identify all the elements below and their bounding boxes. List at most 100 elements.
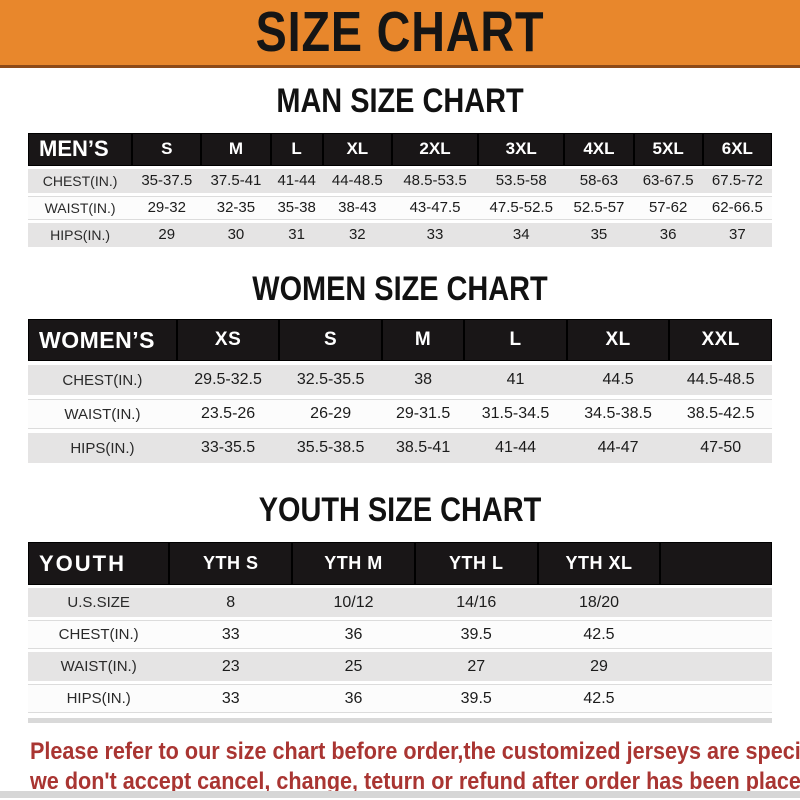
table-row: CHEST(IN.) 33 36 39.5 42.5 — [28, 620, 772, 650]
value-cell: 62-66.5 — [702, 195, 772, 220]
column-header-cell: S — [132, 132, 202, 166]
row-label-cell: HIPS(IN.) — [28, 222, 133, 247]
value-cell: 42.5 — [537, 620, 661, 650]
value-cell: 47-50 — [669, 433, 772, 464]
column-header-cell: M — [381, 319, 465, 362]
value-cell: 8 — [169, 588, 293, 618]
women-table-wrap: WOMEN’S XS S M L XL XXL CHEST(IN.) 29.5-32.5 32.5… — [0, 315, 800, 467]
value-cell: 32-35 — [201, 195, 271, 220]
value-cell: 37 — [702, 222, 772, 247]
youth-size-table: YOUTH YTH S YTH M YTH L YTH XL U.S.SIZE 8 10/12… — [28, 539, 772, 716]
value-cell: 34 — [478, 222, 565, 247]
men-size-table: MEN’S S M L XL 2XL 3XL 4XL 5XL 6XL CHEST(IN.) 35-37… — [28, 130, 772, 250]
column-header-cell: 6XL — [702, 132, 772, 166]
column-header-cell: S — [279, 319, 382, 362]
column-header-cell: 5XL — [633, 132, 703, 166]
table-header-row: YOUTH YTH S YTH M YTH L YTH XL — [28, 542, 772, 586]
value-cell: 35.5-38.5 — [279, 433, 382, 464]
value-cell: 41 — [464, 365, 567, 396]
footer-notice: Please refer to our size chart before or… — [30, 737, 800, 797]
value-cell: 35 — [564, 222, 634, 247]
value-cell: 39.5 — [414, 620, 538, 650]
filler-cell — [660, 652, 772, 682]
women-section-heading: WOMEN SIZE CHART — [252, 269, 548, 308]
column-header-cell: YTH L — [414, 542, 538, 586]
column-header-cell: 2XL — [391, 132, 479, 166]
row-label-cell: CHEST(IN.) — [28, 168, 133, 193]
table-header-row: MEN’S S M L XL 2XL 3XL 4XL 5XL 6XL — [28, 132, 772, 166]
table-row: U.S.SIZE 8 10/12 14/16 18/20 — [28, 588, 772, 618]
value-cell: 53.5-58 — [478, 168, 565, 193]
men-table-wrap: MEN’S S M L XL 2XL 3XL 4XL 5XL 6XL CHEST(IN.) 35-37… — [0, 130, 800, 250]
value-cell: 33 — [169, 684, 293, 714]
column-header-cell: XXL — [669, 319, 772, 362]
value-cell: 44.5 — [566, 365, 670, 396]
value-cell: 63-67.5 — [633, 168, 703, 193]
value-cell: 67.5-72 — [702, 168, 772, 193]
value-cell: 36 — [633, 222, 703, 247]
value-cell: 25 — [292, 652, 415, 682]
filler-cell — [660, 588, 772, 618]
youth-section: YOUTH SIZE CHART YOUTH YTH S YTH M YTH L YTH… — [0, 493, 800, 724]
value-cell: 33 — [391, 222, 479, 247]
column-header-cell: L — [270, 132, 323, 166]
value-cell: 30 — [201, 222, 271, 247]
column-header-cell: M — [201, 132, 271, 166]
value-cell: 42.5 — [537, 684, 661, 714]
value-cell: 38-43 — [322, 195, 392, 220]
value-cell: 37.5-41 — [201, 168, 271, 193]
value-cell: 58-63 — [564, 168, 634, 193]
value-cell: 48.5-53.5 — [391, 168, 479, 193]
table-row: CHEST(IN.) 35-37.5 37.5-41 41-44 44-48.5 48.5… — [28, 168, 772, 193]
value-cell: 36 — [292, 684, 415, 714]
value-cell: 33-35.5 — [176, 433, 280, 464]
table-header-row: WOMEN’S XS S M L XL XXL — [28, 319, 772, 362]
men-section-heading: MAN SIZE CHART — [276, 82, 524, 120]
bottom-strip — [0, 791, 800, 798]
value-cell: 44-47 — [566, 433, 670, 464]
value-cell: 31.5-34.5 — [464, 399, 567, 430]
filler-cell — [660, 684, 772, 714]
banner: SIZE CHART — [0, 0, 800, 68]
value-cell: 34.5-38.5 — [566, 399, 670, 430]
value-cell: 38.5-42.5 — [669, 399, 772, 430]
table-row: CHEST(IN.) 29.5-32.5 32.5-35.5 38 41 44.5 44.5… — [28, 365, 772, 396]
row-label-cell: HIPS(IN.) — [28, 684, 170, 714]
value-cell: 31 — [270, 222, 323, 247]
column-header-cell: 4XL — [564, 132, 634, 166]
value-cell: 44.5-48.5 — [669, 365, 772, 396]
header-filler-cell — [660, 542, 772, 586]
table-row: WAIST(IN.) 23.5-26 26-29 29-31.5 31.5-34.5 34… — [28, 399, 772, 430]
row-label-cell: WAIST(IN.) — [28, 399, 177, 430]
value-cell: 41-44 — [270, 168, 323, 193]
value-cell: 29.5-32.5 — [176, 365, 280, 396]
women-size-table: WOMEN’S XS S M L XL XXL CHEST(IN.) 29.5-32.5 32.5… — [28, 315, 772, 467]
table-row: HIPS(IN.) 29 30 31 32 33 34 35 36 37 — [28, 222, 772, 247]
column-header-cell: YTH XL — [537, 542, 661, 586]
row-label-cell: WAIST(IN.) — [28, 195, 133, 220]
table-row: HIPS(IN.) 33 36 39.5 42.5 — [28, 684, 772, 714]
table-row: WAIST(IN.) 29-32 32-35 35-38 38-43 43-47.5 47.… — [28, 195, 772, 220]
value-cell: 47.5-52.5 — [478, 195, 565, 220]
women-section: WOMEN SIZE CHART WOMEN’S XS S M L XL XXL CHEST(… — [0, 269, 800, 468]
table-title-cell: WOMEN’S — [28, 319, 177, 362]
value-cell: 29 — [537, 652, 661, 682]
value-cell: 57-62 — [633, 195, 703, 220]
notice-line-2: we don't accept cancel, change, teturn o… — [30, 768, 800, 796]
value-cell: 23.5-26 — [176, 399, 280, 430]
value-cell: 38 — [381, 365, 465, 396]
value-cell: 38.5-41 — [381, 433, 465, 464]
column-header-cell: YTH M — [292, 542, 415, 586]
banner-title: SIZE CHART — [255, 0, 545, 64]
value-cell: 14/16 — [414, 588, 538, 618]
value-cell: 32.5-35.5 — [279, 365, 382, 396]
column-header-cell: XL — [322, 132, 392, 166]
value-cell: 29-31.5 — [381, 399, 465, 430]
value-cell: 44-48.5 — [322, 168, 392, 193]
column-header-cell: XS — [176, 319, 280, 362]
value-cell: 33 — [169, 620, 293, 650]
value-cell: 29-32 — [132, 195, 202, 220]
men-section: MAN SIZE CHART MEN’S S M L XL 2XL 3XL 4XL 5XL 6XL… — [0, 82, 800, 250]
value-cell: 27 — [414, 652, 538, 682]
